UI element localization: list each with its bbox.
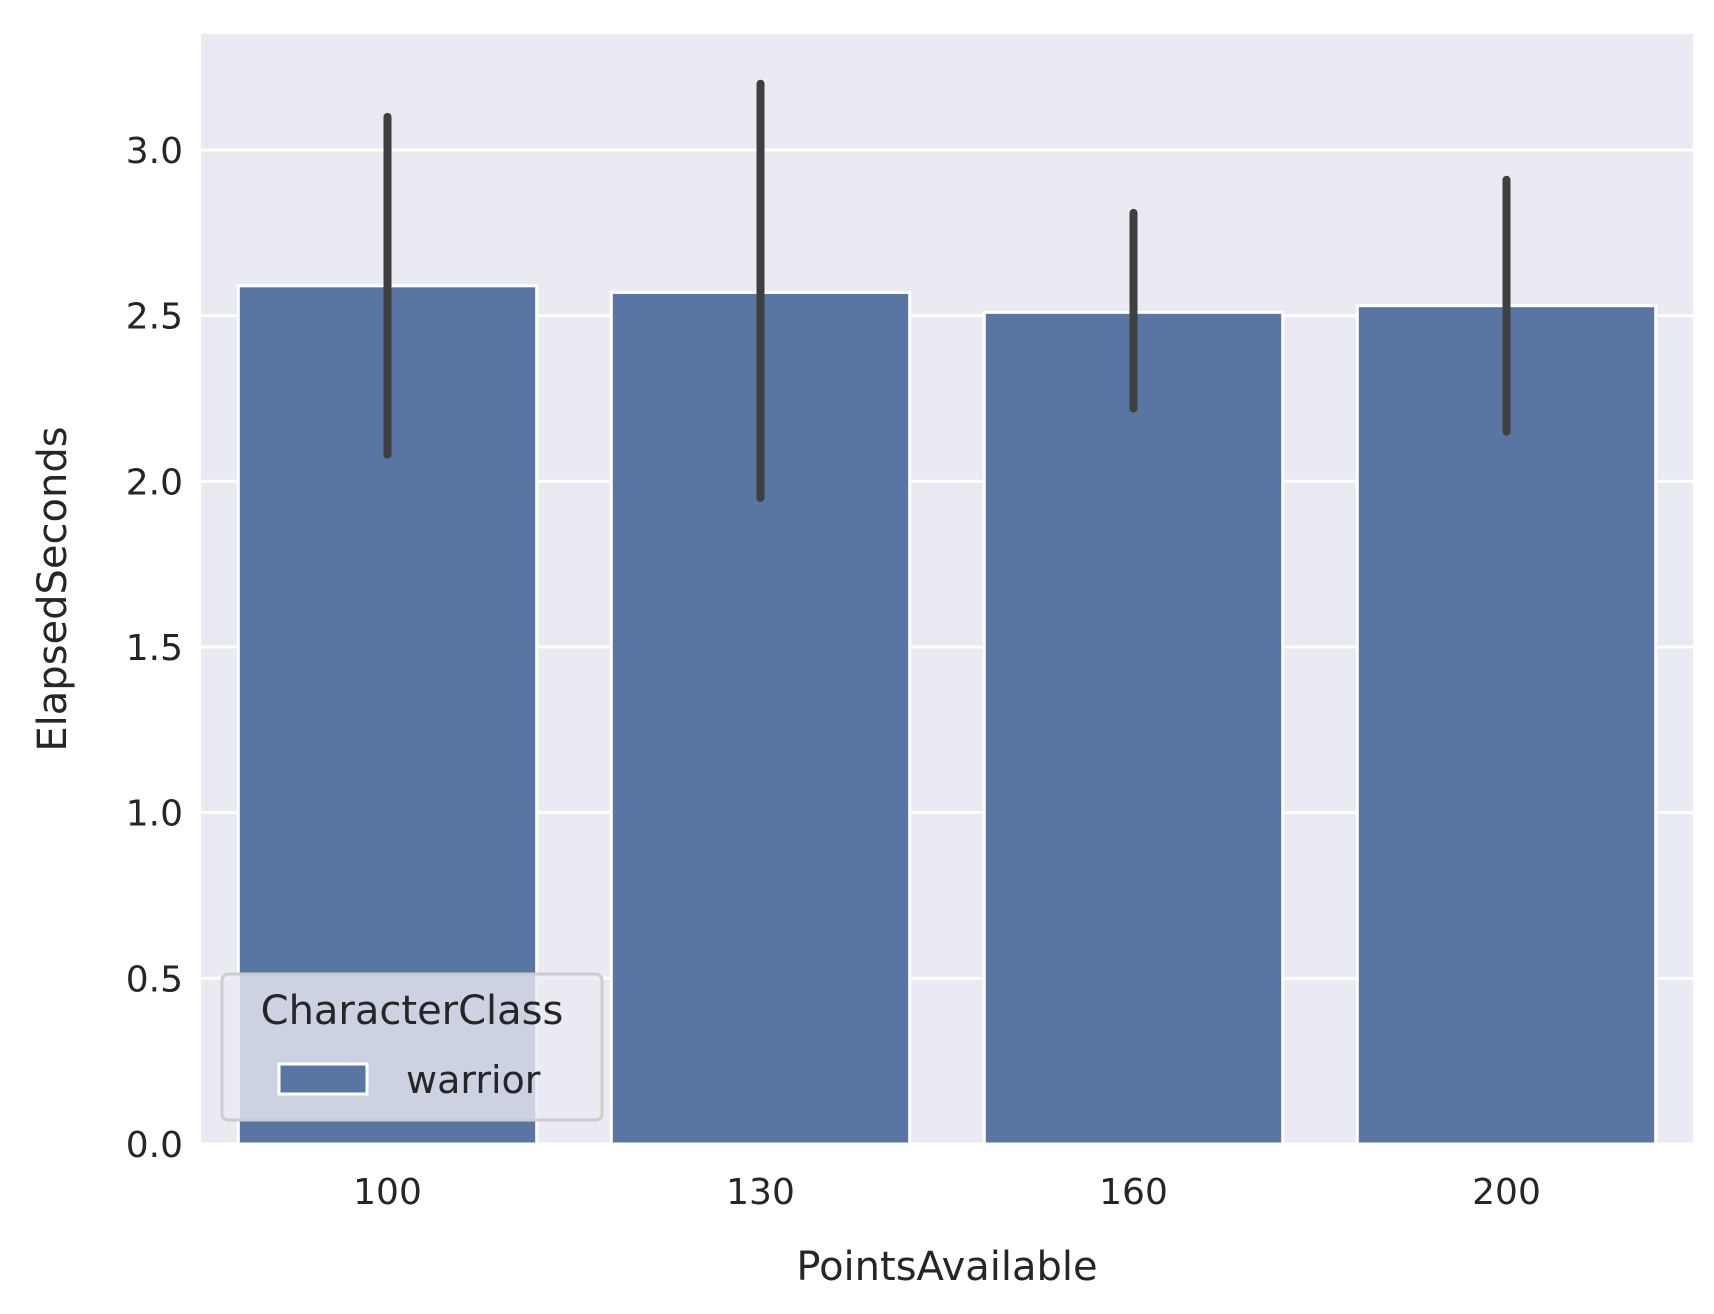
x-tick-labels: 100 130 160 200 bbox=[353, 1172, 1541, 1213]
legend-label-warrior: warrior bbox=[406, 1058, 541, 1102]
legend-swatch-warrior bbox=[277, 1062, 369, 1096]
bar bbox=[982, 310, 1285, 1146]
legend-title: CharacterClass bbox=[261, 988, 564, 1034]
x-tick-label: 130 bbox=[726, 1172, 795, 1213]
y-tick-label: 1.5 bbox=[126, 628, 183, 669]
y-tick-labels: 0.0 0.5 1.0 1.5 2.0 2.5 3.0 bbox=[126, 131, 183, 1166]
legend: CharacterClass warrior bbox=[220, 972, 604, 1122]
y-tick-label: 3.0 bbox=[126, 131, 183, 172]
x-tick-label: 200 bbox=[1472, 1172, 1541, 1213]
y-tick-label: 2.0 bbox=[126, 462, 183, 503]
y-tick-label: 2.5 bbox=[126, 297, 183, 338]
error-bars bbox=[383, 79, 1511, 502]
y-tick-label: 1.0 bbox=[126, 794, 183, 835]
x-tick-label: 160 bbox=[1099, 1172, 1168, 1213]
y-axis-label: ElapsedSeconds bbox=[30, 426, 76, 751]
x-tick-label: 100 bbox=[353, 1172, 422, 1213]
y-tick-label: 0.0 bbox=[126, 1125, 183, 1166]
bar bbox=[1355, 304, 1658, 1146]
x-axis-label: PointsAvailable bbox=[796, 1244, 1097, 1290]
y-tick-label: 0.5 bbox=[126, 959, 183, 1000]
